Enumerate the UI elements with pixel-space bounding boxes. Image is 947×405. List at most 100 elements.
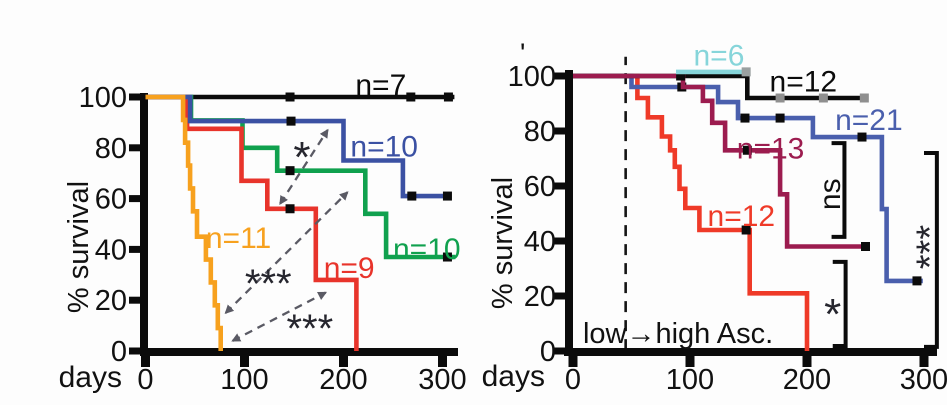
annotation-text: ns [814, 178, 847, 210]
x-tick [141, 356, 150, 367]
y-tick-label: 40 [95, 234, 127, 266]
y-tick [554, 347, 565, 355]
x-tick [685, 356, 695, 367]
annotation-text: ' [520, 37, 525, 68]
significance-stars: * [824, 290, 841, 339]
censor-mark [286, 116, 296, 126]
x-tick-label: 300 [900, 364, 947, 396]
x-tick [240, 356, 249, 367]
y-tick [129, 347, 140, 355]
censor-mark [775, 113, 785, 123]
y-tick-label: 60 [524, 171, 556, 203]
x-tick [568, 356, 578, 367]
censor-mark [818, 93, 828, 103]
x-tick [802, 356, 812, 367]
y-tick-label: 0 [111, 336, 127, 368]
y-tick [554, 72, 565, 80]
survival-curve [573, 73, 810, 351]
series-n=11: n=11 [145, 94, 271, 351]
significance-stars: *** [286, 307, 333, 351]
x-axis-spine [564, 348, 937, 356]
survival-curve [145, 94, 223, 351]
sample-size-label: n=21 [835, 104, 903, 137]
x-tick-label: 200 [319, 364, 367, 396]
censor-mark [407, 191, 417, 201]
censor-mark [676, 71, 686, 81]
y-tick-label: 80 [524, 116, 556, 148]
series-n=21: n=21 [573, 73, 923, 286]
survival-curve [145, 94, 450, 199]
significance-bracket [832, 259, 848, 349]
series-n=13: n=13 [573, 71, 870, 251]
censor-mark [912, 276, 922, 286]
censor-mark [741, 67, 751, 77]
axes: 0 20 40 60 80 100 0 100 200 300 days % survival [482, 61, 947, 396]
x-tick-label: 100 [220, 364, 268, 396]
series-n=7: n=7 [145, 69, 455, 102]
series-n=10: n=10 [145, 94, 461, 266]
sample-size-label: n=6 [694, 40, 745, 73]
series-n=12: n=12 [573, 66, 869, 103]
sample-size-label: n=12 [770, 66, 838, 99]
significance-stars: * [293, 133, 310, 182]
sample-size-label: n=12 [708, 200, 776, 233]
annotations: low→high Asc.'ns**** [520, 37, 947, 350]
x-axis-label: days [482, 360, 545, 393]
y-tick [554, 292, 565, 300]
y-tick-label: 40 [524, 226, 556, 258]
y-tick [129, 296, 140, 304]
censor-mark [742, 145, 752, 155]
axes: 0 20 40 60 80 100 0 100 200 300 days % survival [59, 82, 467, 396]
y-tick-label: 20 [524, 281, 556, 313]
sample-size-label: n=11 [206, 222, 271, 255]
y-tick-label: 0 [540, 336, 556, 368]
y-tick [554, 127, 565, 135]
significance-stars: *** [245, 262, 292, 306]
panel-right: 0 20 40 60 80 100 0 100 200 300 days % survival n=12… [482, 37, 947, 396]
series-n=10: n=10 [145, 94, 452, 201]
x-tick-label: 200 [783, 364, 831, 396]
y-axis-spine [140, 93, 148, 356]
censor-mark [740, 113, 750, 123]
y-tick [554, 237, 565, 245]
censor-mark [406, 92, 416, 102]
censor-mark [442, 252, 452, 262]
y-axis-label: % survival [487, 177, 519, 309]
x-tick-label: 0 [137, 364, 153, 396]
x-tick-label: 0 [565, 364, 581, 396]
y-tick-label: 20 [95, 285, 127, 317]
y-tick [129, 195, 140, 203]
y-tick-label: 100 [508, 61, 556, 93]
significance-bracket [831, 141, 847, 239]
censor-mark [741, 225, 751, 235]
x-axis-spine [140, 348, 458, 356]
censor-mark [861, 242, 870, 251]
sample-size-label: n=9 [324, 252, 375, 285]
comparison-arrow [231, 291, 328, 342]
y-tick-label: 100 [79, 82, 127, 114]
series-n=12: n=12 [573, 73, 810, 351]
censor-mark [442, 191, 452, 201]
y-tick-label: 80 [95, 133, 127, 165]
censor-mark [285, 92, 295, 102]
significance-bracket [924, 151, 939, 349]
x-axis-label: days [59, 361, 122, 394]
annotation-text: low→high Asc. [583, 318, 773, 350]
censor-mark [443, 92, 453, 102]
significance-stars: *** [910, 225, 947, 270]
y-tick [554, 182, 565, 190]
sample-size-label: n=7 [355, 69, 406, 102]
y-tick [129, 144, 140, 152]
censor-mark [775, 93, 785, 103]
x-tick [339, 356, 348, 367]
censor-mark [285, 204, 295, 214]
y-tick [129, 93, 140, 101]
series-n=6: n=6 [676, 40, 751, 77]
panel-left: 0 20 40 60 80 100 0 100 200 300 days % survival n=7 n… [59, 69, 467, 396]
y-tick [129, 245, 140, 253]
y-axis-label: % survival [63, 181, 95, 313]
censor-mark [857, 132, 867, 142]
survival-curve [573, 73, 923, 284]
